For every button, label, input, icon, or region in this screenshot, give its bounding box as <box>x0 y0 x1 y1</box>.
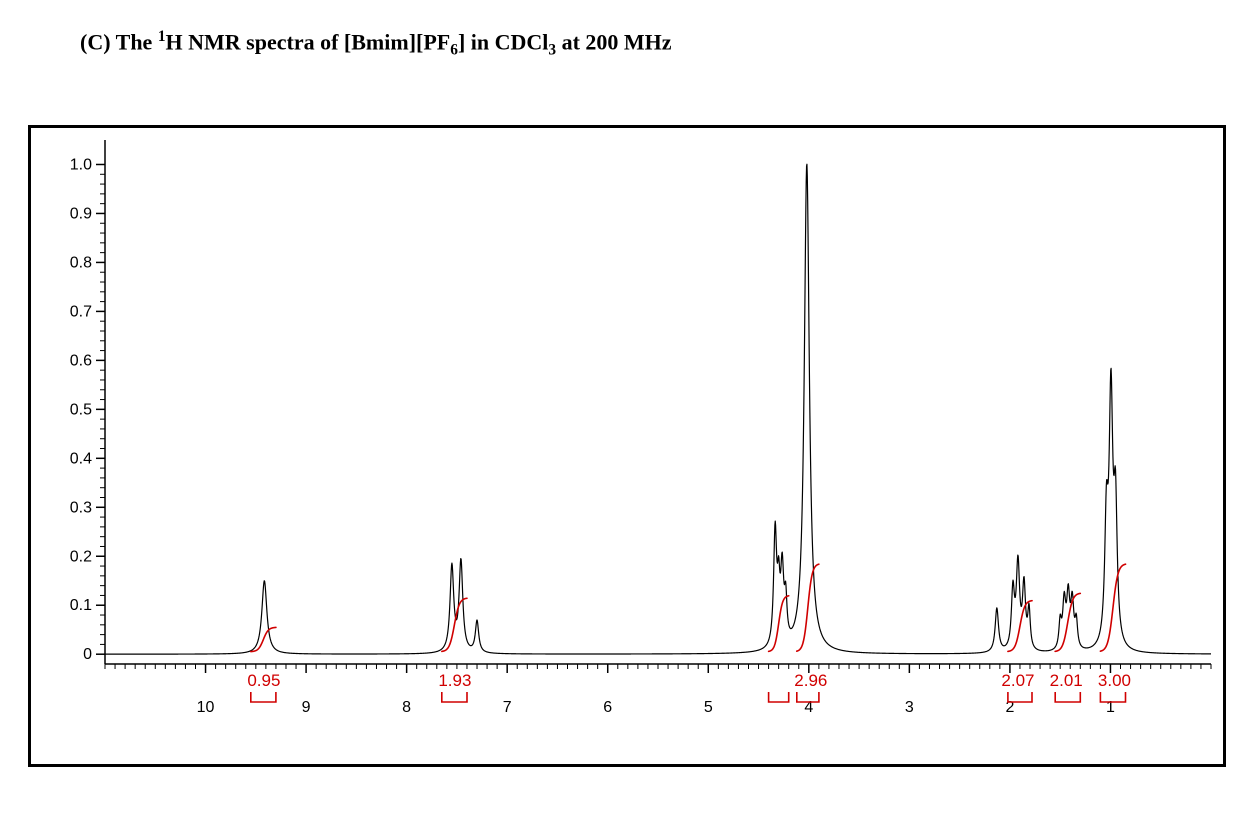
title-sub1: 6 <box>450 42 458 59</box>
svg-text:0.5: 0.5 <box>70 401 92 418</box>
figure-title: (C) The 1H NMR spectra of [Bmim][PF6] in… <box>80 28 672 60</box>
title-mid1: H NMR spectra of [Bmim][PF <box>166 29 451 54</box>
svg-text:2.96: 2.96 <box>794 671 827 690</box>
svg-text:0.6: 0.6 <box>70 352 92 369</box>
svg-text:2.01: 2.01 <box>1050 671 1083 690</box>
title-sup1: 1 <box>158 28 166 45</box>
svg-text:10: 10 <box>197 699 215 716</box>
svg-text:0.9: 0.9 <box>70 205 92 222</box>
svg-text:3.00: 3.00 <box>1098 671 1131 690</box>
svg-text:0.7: 0.7 <box>70 303 92 320</box>
svg-text:0.2: 0.2 <box>70 548 92 565</box>
svg-text:0.95: 0.95 <box>247 671 280 690</box>
svg-text:2.07: 2.07 <box>1001 671 1034 690</box>
svg-text:0.8: 0.8 <box>70 254 92 271</box>
svg-text:0.4: 0.4 <box>70 450 92 467</box>
svg-text:8: 8 <box>402 699 411 716</box>
chart-frame: 00.10.20.30.40.50.60.70.80.91.0109876543… <box>28 125 1226 767</box>
svg-text:0: 0 <box>83 646 92 663</box>
title-sub2: 3 <box>548 42 556 59</box>
svg-text:6: 6 <box>603 699 612 716</box>
svg-text:5: 5 <box>704 699 713 716</box>
svg-text:3: 3 <box>905 699 914 716</box>
title-mid2: ] in CDCl <box>458 29 548 54</box>
svg-text:0.1: 0.1 <box>70 597 92 614</box>
title-prefix: (C) The <box>80 29 158 54</box>
svg-text:9: 9 <box>302 699 311 716</box>
svg-text:1.93: 1.93 <box>438 671 471 690</box>
svg-text:7: 7 <box>503 699 512 716</box>
svg-text:1.0: 1.0 <box>70 156 92 173</box>
title-suffix: at 200 MHz <box>556 29 671 54</box>
nmr-spectrum: 00.10.20.30.40.50.60.70.80.91.0109876543… <box>31 128 1223 764</box>
svg-text:0.3: 0.3 <box>70 499 92 516</box>
